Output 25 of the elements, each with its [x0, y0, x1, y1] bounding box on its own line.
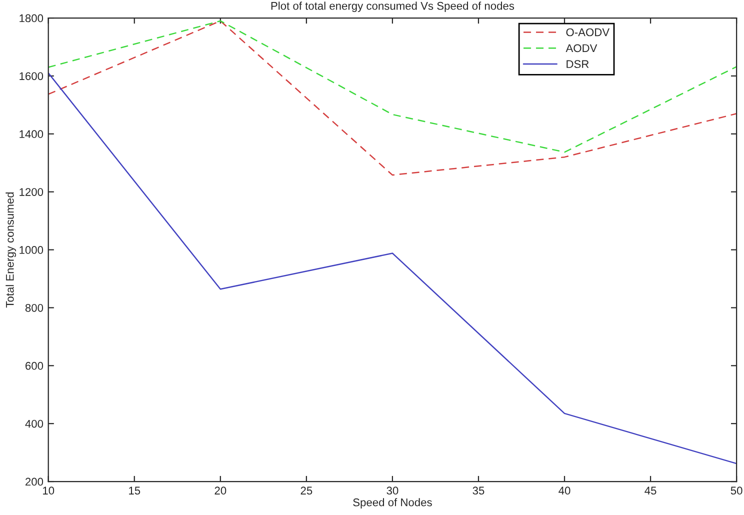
- y-tick-label: 1800: [20, 14, 44, 22]
- y-tick-label: 400: [25, 420, 44, 428]
- y-axis-title: Total Energy consumed: [6, 192, 16, 308]
- y-tick-label: 1200: [20, 188, 44, 196]
- chart-title: Plot of total energy consumed Vs Speed of nodes: [271, 2, 514, 12]
- y-tick-label: 1600: [20, 72, 44, 80]
- x-tick-label: 20: [214, 486, 226, 495]
- y-tick-label: 200: [26, 478, 44, 486]
- y-tick-label: 1400: [20, 130, 44, 138]
- x-tick-label: 35: [472, 486, 484, 495]
- x-tick-label: 50: [730, 486, 742, 495]
- x-axis-title: Speed of Nodes: [353, 498, 432, 508]
- x-tick-label: 30: [386, 486, 398, 495]
- y-tick-label: 1000: [20, 246, 44, 254]
- x-tick-label: 10: [43, 486, 54, 495]
- x-tick-label: 45: [644, 486, 656, 495]
- x-tick-label: 40: [558, 486, 570, 495]
- y-tick-label: 800: [25, 304, 44, 312]
- x-tick-label: 25: [300, 486, 312, 495]
- x-tick-label: 15: [129, 486, 140, 495]
- line-series: [48, 72, 737, 464]
- legend-label: AODV: [566, 44, 598, 52]
- y-tick-label: 600: [26, 362, 44, 370]
- legend-label: DSR: [566, 60, 589, 68]
- legend-label: O-AODV: [566, 28, 610, 36]
